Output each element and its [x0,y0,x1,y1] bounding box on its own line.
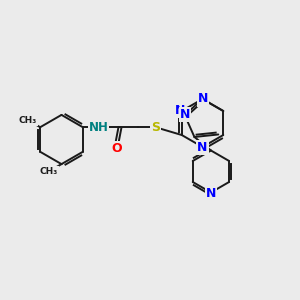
Text: S: S [151,121,160,134]
Text: N: N [198,92,208,106]
Text: N: N [175,104,185,118]
Text: N: N [180,108,190,121]
Text: N: N [206,187,216,200]
Text: O: O [112,142,122,155]
Text: CH₃: CH₃ [40,167,58,176]
Text: N: N [197,141,208,154]
Text: CH₃: CH₃ [19,116,37,125]
Text: NH: NH [88,121,108,134]
